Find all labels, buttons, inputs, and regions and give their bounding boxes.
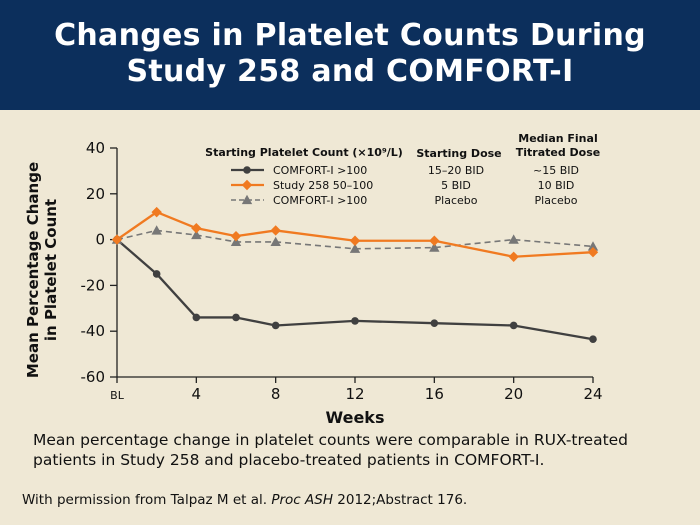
series-1-point (589, 335, 597, 344)
source-suffix: 2012;Abstract 176. (332, 492, 468, 508)
y-axis-label-line-2: in Platelet Count (42, 198, 60, 342)
x-tick-label: 16 (425, 385, 444, 403)
series-3-point (270, 236, 281, 247)
y-tick-label: 40 (86, 139, 105, 157)
legend-starting-dose-1: 15–20 BID (428, 164, 484, 177)
y-tick-label: 20 (86, 185, 105, 203)
series-2-point (270, 225, 281, 236)
series-2-point (429, 235, 440, 246)
series-1-point (232, 313, 240, 322)
legend-marker-1 (243, 166, 251, 174)
series-2-point (191, 222, 202, 234)
legend-header-dose: Starting Dose (416, 147, 501, 160)
legend-header-final-1: Median Final (518, 132, 597, 145)
series-2-point (111, 234, 123, 245)
series-1-point (192, 313, 201, 322)
y-axis-label-line-1: Mean Percentage Change (24, 161, 42, 379)
source-citation: With permission from Talpaz M et al. Pro… (22, 491, 682, 509)
title-bar: Changes in Platelet Counts During Study … (0, 0, 700, 110)
legend-header-group: Starting Platelet Count (×10⁹/L) (205, 146, 403, 159)
x-tick-label: 24 (583, 385, 602, 403)
legend-header-final-2: Titrated Dose (516, 146, 601, 159)
slide-title-line-1: Changes in Platelet Counts During (54, 18, 646, 53)
series-1-point (351, 317, 359, 325)
platelet-line-chart: 40 20 0 -20 -40 -60 BL 4 8 12 16 20 24 Weeks Starting … (81, 132, 603, 427)
series-2-point (587, 246, 599, 258)
slide-caption: Mean percentage change in platelet count… (33, 431, 629, 469)
source-journal: Proc ASH (271, 492, 333, 508)
series-3-point (191, 229, 202, 240)
x-tick-label: 12 (345, 385, 364, 403)
legend-final-dose-3: Placebo (535, 194, 578, 207)
legend-final-dose-2: 10 BID (538, 179, 575, 192)
series-3-point (151, 225, 162, 235)
series-1-point (152, 270, 161, 278)
x-tick-label: BL (110, 389, 125, 402)
series-3-point (349, 243, 361, 253)
slide-title-line-2: Study 258 and COMFORT-I (126, 54, 574, 89)
series-3-point (429, 242, 440, 252)
legend-marker-3 (241, 194, 253, 205)
legend-series-name-3: COMFORT-I >100 (273, 194, 367, 207)
y-tick-label: -60 (81, 368, 106, 386)
series-1-point (509, 321, 518, 330)
series-3-point (508, 234, 519, 244)
legend-final-dose-1: ~15 BID (533, 164, 579, 177)
slide-title: Changes in Platelet Counts During Study … (20, 18, 680, 90)
series-1-point (271, 321, 280, 330)
y-axis-label: Mean Percentage Change in Platelet Count (24, 162, 60, 378)
legend-marker-2 (241, 179, 253, 191)
source-prefix: With permission from Talpaz M et al. (22, 492, 272, 508)
legend-starting-dose-2: 5 BID (441, 179, 471, 192)
series-1-point (430, 319, 439, 327)
x-axis-label: Weeks (326, 408, 385, 427)
legend-series-name-2: Study 258 50–100 (273, 179, 373, 192)
x-tick-label: 8 (271, 385, 281, 403)
legend-starting-dose-3: Placebo (435, 194, 478, 207)
x-tick-label: 20 (504, 385, 523, 403)
series-3-point (587, 241, 599, 251)
series-3-point (230, 236, 242, 247)
series-2-point (151, 206, 162, 218)
x-tick-label: 4 (192, 385, 202, 403)
y-tick-label: -20 (81, 276, 106, 294)
series-2-point (230, 230, 242, 242)
legend-series-name-1: COMFORT-I >100 (273, 164, 367, 177)
series-2-point (349, 235, 361, 246)
series-2-point (508, 251, 519, 262)
y-tick-label: -40 (81, 322, 106, 340)
y-tick-label: 0 (95, 231, 105, 249)
